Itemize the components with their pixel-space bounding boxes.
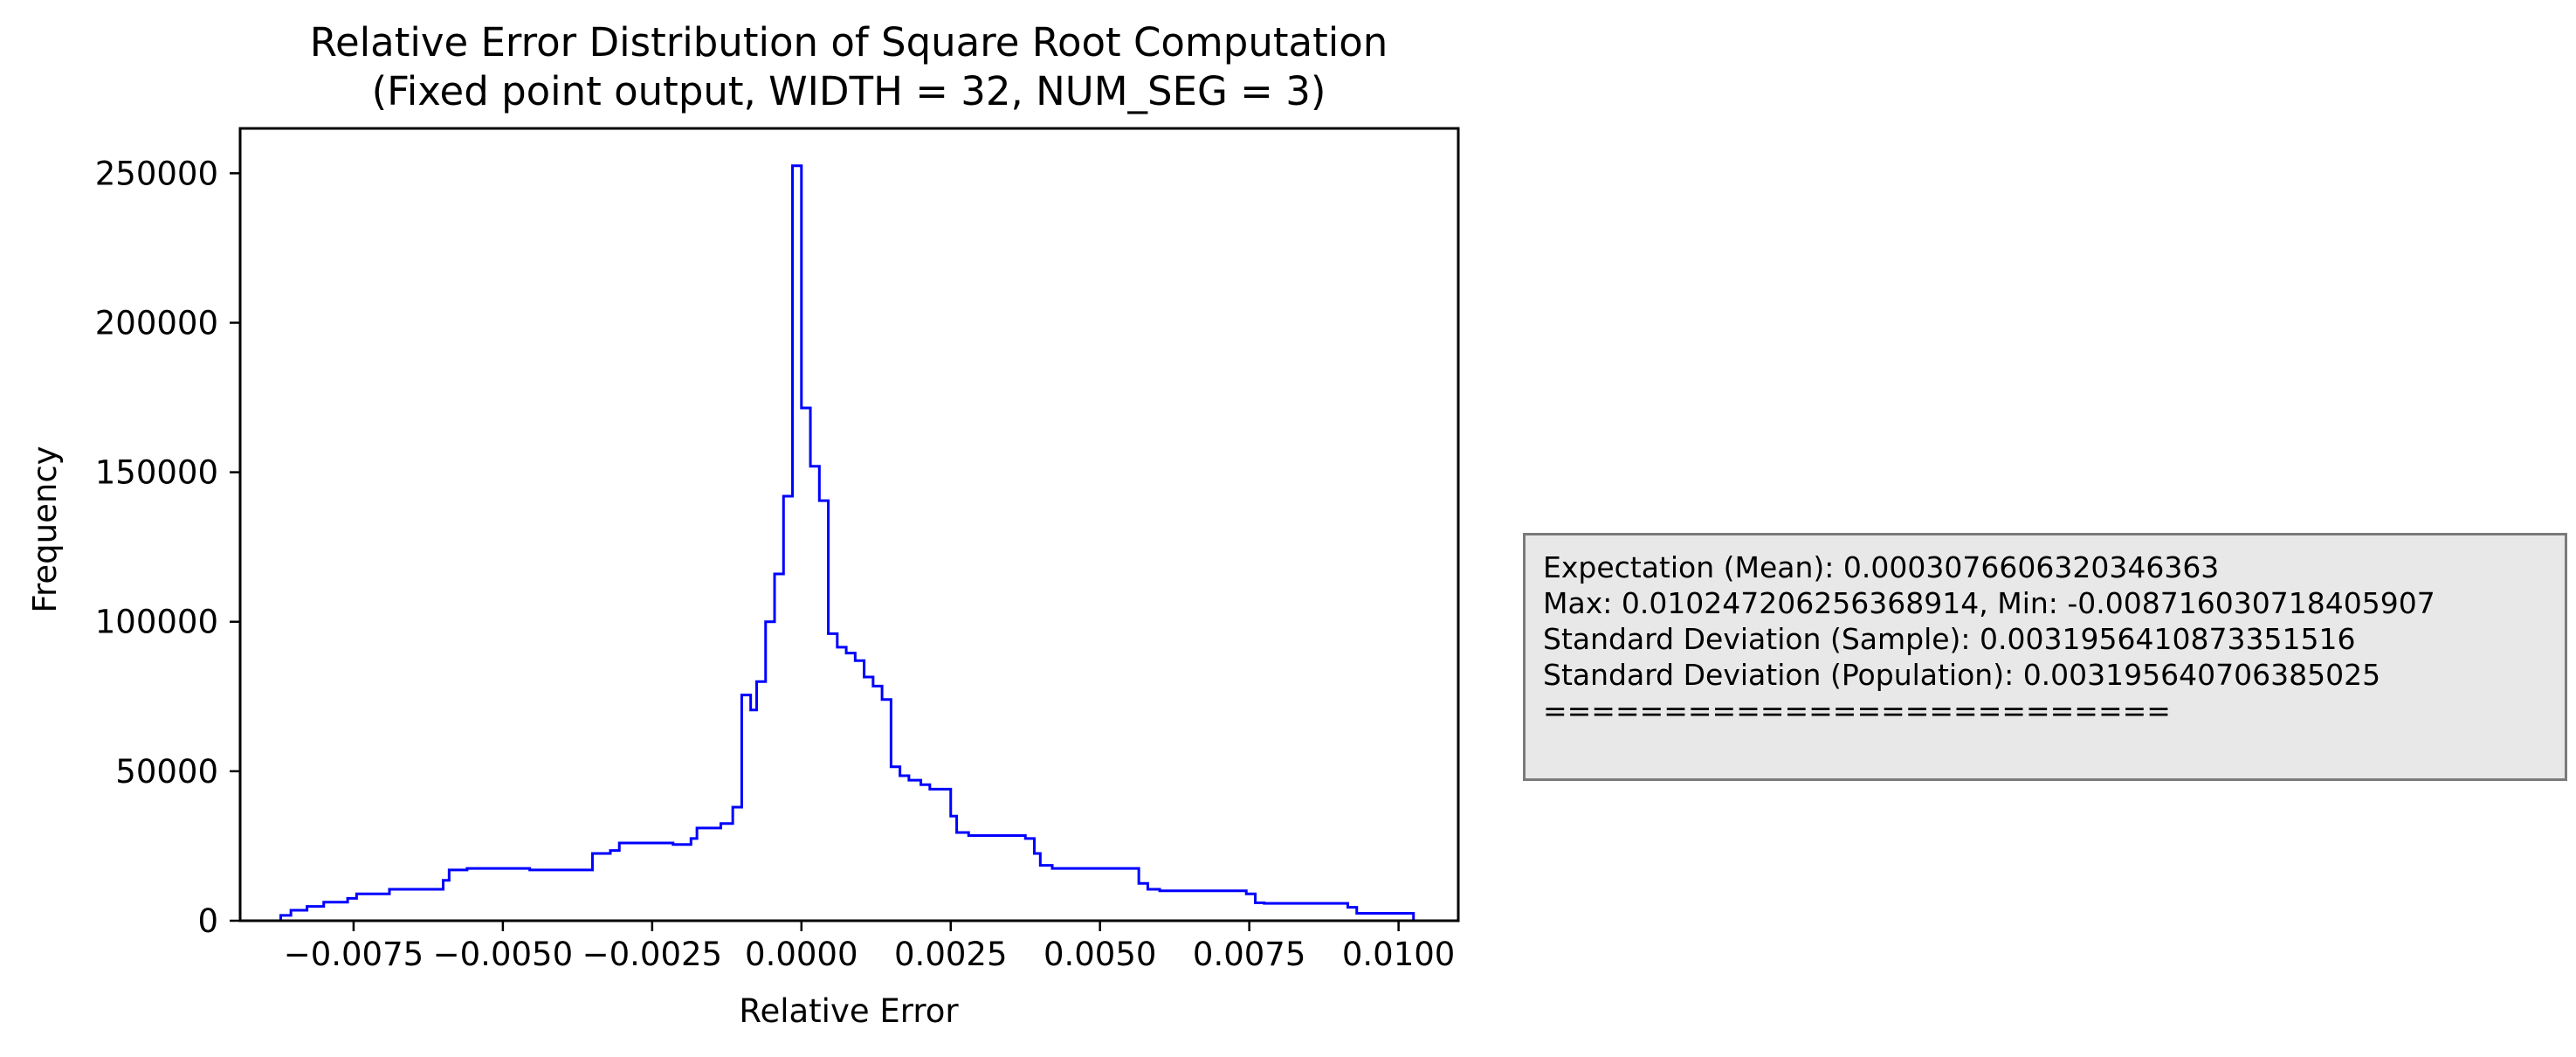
x-tick-label-7: 0.0100 xyxy=(1342,936,1455,973)
histogram-bin-37 xyxy=(900,776,909,921)
histogram-bin-45 xyxy=(1034,853,1040,921)
stats-std-population: Standard Deviation (Population): 0.00319… xyxy=(1543,658,2381,692)
stats-std-sample: Standard Deviation (Sample): 0.003195641… xyxy=(1543,622,2356,656)
histogram-bin-40 xyxy=(930,789,951,921)
histogram-bin-13 xyxy=(619,843,673,921)
histogram-bin-2 xyxy=(307,907,324,921)
histogram-bin-42 xyxy=(957,832,969,921)
histogram-bin-28 xyxy=(819,501,828,921)
x-tick-label-0: −0.0075 xyxy=(284,936,424,973)
histogram-bin-18 xyxy=(733,807,741,921)
y-tick-label-4: 200000 xyxy=(95,304,218,342)
histogram-bin-6 xyxy=(389,889,444,921)
histogram-bin-32 xyxy=(855,660,864,921)
histogram-bin-4 xyxy=(348,898,356,921)
histogram-bin-29 xyxy=(829,633,837,921)
histogram-bin-51 xyxy=(1246,894,1255,921)
y-tick-label-2: 100000 xyxy=(95,604,218,641)
x-tick-label-6: 0.0075 xyxy=(1193,936,1305,973)
histogram-bin-31 xyxy=(846,653,855,921)
histogram-bin-26 xyxy=(802,408,810,921)
statistics-text-box: Expectation (Mean): 0.000307660632034636… xyxy=(1523,533,2567,781)
histogram-bin-11 xyxy=(592,853,610,921)
histogram-bin-33 xyxy=(864,677,873,921)
histogram-bin-27 xyxy=(810,466,819,921)
histogram-bin-25 xyxy=(793,166,802,921)
stats-max-min: Max: 0.010247206256368914, Min: -0.00871… xyxy=(1543,586,2435,620)
plot-area: −0.0075 −0.0050 −0.0025 0.0000 0.0025 0.0050 0… xyxy=(95,127,1460,973)
histogram-bin-38 xyxy=(909,780,921,921)
histogram-step-line-0 xyxy=(279,164,1415,921)
histogram-bin-41 xyxy=(951,816,957,921)
histogram-bin-12 xyxy=(610,851,619,921)
y-tick-label-1: 50000 xyxy=(115,753,218,791)
histogram-bin-54 xyxy=(1347,908,1356,921)
histogram-bin-34 xyxy=(873,686,882,921)
histogram-bin-16 xyxy=(697,828,720,921)
histogram-bin-14 xyxy=(673,845,692,921)
y-tick-label-0: 0 xyxy=(197,902,218,940)
histogram-bin-46 xyxy=(1040,866,1052,921)
histogram-bin-44 xyxy=(1025,839,1034,921)
y-tick-label-3: 150000 xyxy=(95,454,218,492)
histogram-bin-19 xyxy=(741,695,750,921)
histogram-bin-23 xyxy=(775,574,783,921)
y-tick-label-5: 250000 xyxy=(95,155,218,192)
y-axis-label: Frequency xyxy=(26,446,64,612)
histogram-bin-24 xyxy=(783,496,792,921)
histogram-bin-39 xyxy=(921,784,930,921)
histogram-bin-10 xyxy=(530,870,593,921)
plot-frame xyxy=(238,127,1460,922)
histogram-bin-35 xyxy=(882,700,891,921)
histogram-bin-5 xyxy=(356,894,389,921)
x-tick-label-1: −0.0050 xyxy=(433,936,573,973)
histogram-bin-9 xyxy=(467,868,530,921)
stats-mean: Expectation (Mean): 0.000307660632034636… xyxy=(1543,550,2220,584)
histogram-bin-50 xyxy=(1160,891,1246,921)
histogram-bin-8 xyxy=(449,870,467,921)
histogram-bin-3 xyxy=(324,902,348,921)
x-tick-label-5: 0.0050 xyxy=(1043,936,1156,973)
histogram-bin-21 xyxy=(757,681,766,921)
x-axis-label: Relative Error xyxy=(739,992,959,1030)
histogram-bin-43 xyxy=(968,835,1025,921)
histogram-bin-47 xyxy=(1052,868,1139,921)
x-tick-label-4: 0.0025 xyxy=(894,936,1007,973)
histogram-bin-1 xyxy=(291,910,307,921)
stats-separator: ========================== xyxy=(1543,694,2171,728)
histogram-bin-52 xyxy=(1256,902,1264,921)
chart-title: Relative Error Distribution of Square Ro… xyxy=(310,19,1388,66)
x-tick-label-2: −0.0025 xyxy=(582,936,722,973)
histogram-bin-53 xyxy=(1264,903,1348,921)
histogram-bin-20 xyxy=(751,710,757,921)
histogram-bin-22 xyxy=(766,622,775,921)
histogram-bin-48 xyxy=(1139,883,1147,921)
histogram-bin-15 xyxy=(691,839,697,921)
histogram-bin-7 xyxy=(444,881,450,921)
chart-subtitle: (Fixed point output, WIDTH = 32, NUM_SEG… xyxy=(372,68,1326,114)
histogram-bin-30 xyxy=(837,647,846,921)
histogram-bin-17 xyxy=(720,824,733,921)
x-tick-label-3: 0.0000 xyxy=(745,936,858,973)
histogram-bin-49 xyxy=(1147,889,1160,921)
histogram-bin-36 xyxy=(891,767,899,921)
